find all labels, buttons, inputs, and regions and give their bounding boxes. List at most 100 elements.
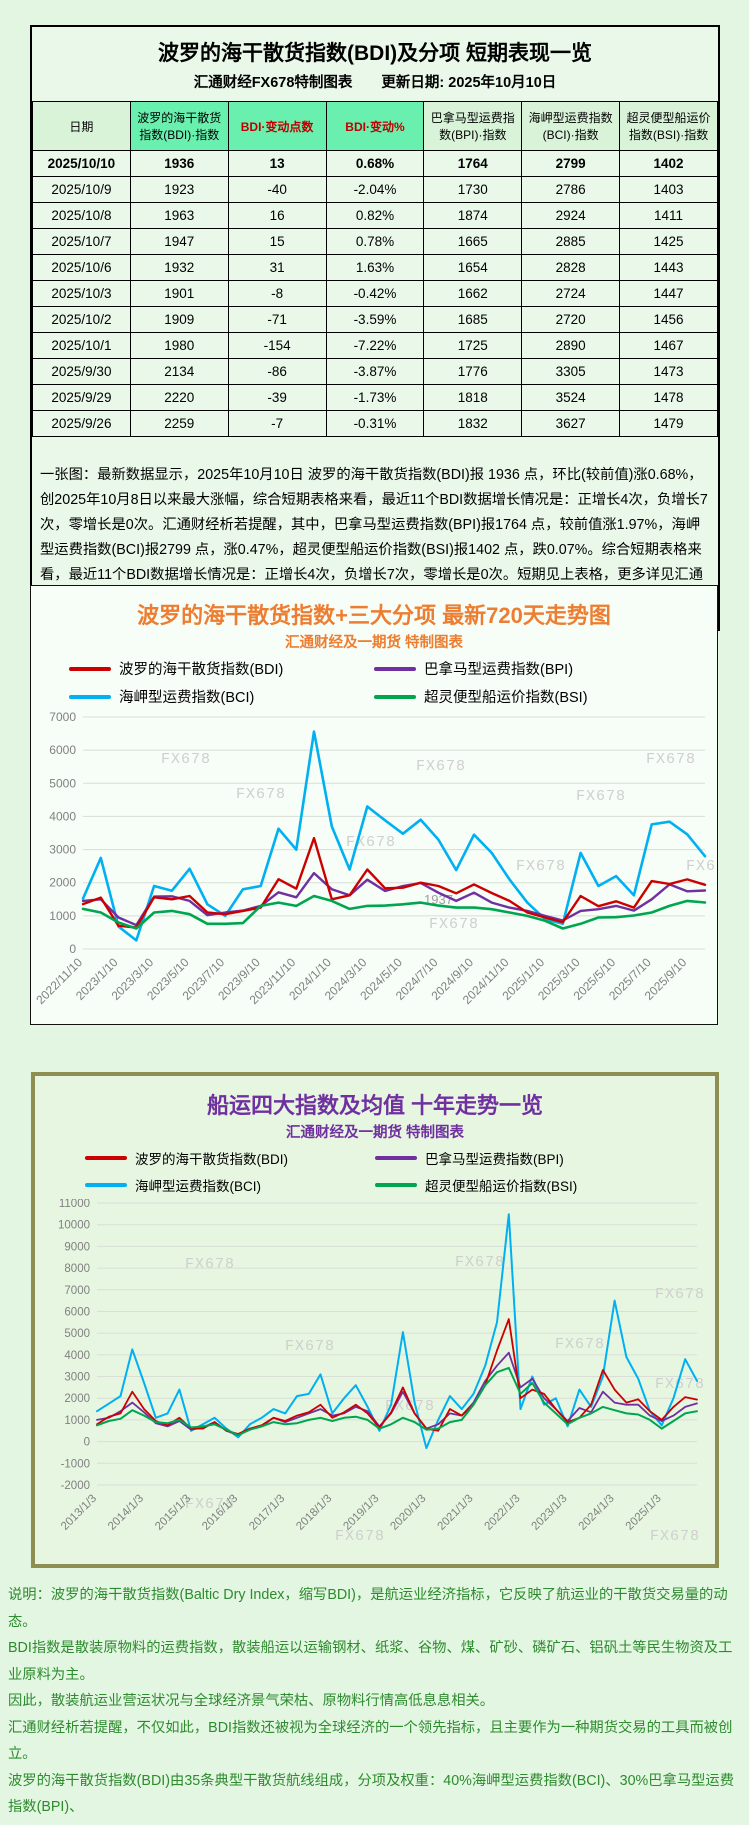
legend-item-bci: 海岬型运费指数(BCI) [85, 1175, 375, 1195]
chart1-subtitle: 汇通财经及一期货 特制图表 [284, 635, 464, 651]
footnote-line: 30%超灵便型船运价指数(BSI)，三大干散货船型运输市场。船型与货物：海岬型（… [8, 1821, 744, 1825]
footnote-line: BDI指数是散装原物料的运费指数，散装船运以运输钢材、纸浆、谷物、煤、矿砂、磷矿… [8, 1640, 733, 1683]
table-cell: 1832 [423, 410, 523, 437]
table-cell: 15 [227, 228, 327, 255]
y-tick-label: 4000 [64, 1350, 90, 1362]
table-cell: -71 [227, 306, 327, 333]
table-cell: -7.22% [325, 332, 425, 359]
footnote-line: 因此，散装航运业营运状况与全球经济景气荣枯、原物料行情高低息息相关。 [8, 1693, 495, 1709]
legend-label: 海岬型运费指数(BCI) [119, 690, 255, 706]
table-cell: 2025/10/1 [32, 332, 131, 359]
column-header-4: 巴拿马型运费指数(BPI)·指数 [423, 101, 523, 151]
legend-label: 巴拿马型运费指数(BPI) [424, 662, 574, 678]
table-cell: 3305 [521, 358, 621, 385]
y-tick-label: 0 [84, 1437, 90, 1449]
report-summary: 一张图：最新数据显示，2025年10月10日 波罗的海干散货指数(BDI)报 1… [40, 467, 708, 608]
y-tick-label: 5000 [64, 1328, 90, 1340]
table-cell: 1.63% [325, 254, 425, 281]
table-cell: 1685 [423, 306, 523, 333]
fx678-watermark: FX678 [429, 916, 480, 933]
table-cell: 2828 [521, 254, 621, 281]
table-row: 2025/9/30 2134 -86 -3.87% 1776 3305 1473 [32, 358, 718, 385]
fx678-watermark: FX678 [236, 786, 287, 803]
table-cell: 2025/9/26 [32, 410, 131, 437]
table-cell: 1776 [423, 358, 523, 385]
y-tick-label: 7000 [49, 711, 76, 724]
table-cell: 1963 [129, 202, 229, 229]
table-cell: 2025/10/7 [32, 228, 131, 255]
legend-item-bpi: 巴拿马型运费指数(BPI) [375, 1148, 665, 1168]
table-cell: 1456 [619, 306, 718, 333]
series-line-bdi [81, 836, 707, 929]
table-cell: 1936 [129, 150, 229, 177]
table-cell: 2025/10/8 [32, 202, 131, 229]
column-header-6: 超灵便型船运价指数(BSI)·指数 [619, 101, 718, 151]
footnote-line: 说明：波罗的海干散货指数(Baltic Dry Index，缩写BDI)，是航运… [8, 1587, 728, 1630]
table-cell: 3524 [521, 384, 621, 411]
table-cell: -154 [227, 332, 327, 359]
fx678-watermark: FX678 [285, 1338, 336, 1355]
fx678-watermark: FX678 [655, 1376, 706, 1393]
table-cell: 16 [227, 202, 327, 229]
table-cell: 1478 [619, 384, 718, 411]
table-cell: 2220 [129, 384, 229, 411]
legend-item-bdi: 波罗的海干散货指数(BDI) [85, 1148, 375, 1168]
y-tick-label: 8000 [64, 1263, 90, 1275]
table-cell: 1980 [129, 332, 229, 359]
bsi-line-swatch-icon [375, 1183, 417, 1187]
legend-item-bci: 海岬型运费指数(BCI) [69, 686, 374, 707]
column-header-1: 波罗的海干散货指数(BDI)·指数 [129, 101, 229, 151]
bci-line-swatch-icon [69, 694, 111, 699]
fx678-watermark: FX678 [646, 751, 697, 768]
x-tick-label: 2017/1/3 [247, 1493, 287, 1533]
table-cell: -0.42% [325, 280, 425, 307]
explanation-notes: 说明：波罗的海干散货指数(Baltic Dry Index，缩写BDI)，是航运… [8, 1582, 744, 1825]
table-cell: -0.31% [325, 410, 425, 437]
table-row: 2025/10/10 1936 13 0.68% 1764 2799 1402 [32, 150, 718, 177]
y-tick-label: 3000 [64, 1372, 90, 1384]
bci-line-swatch-icon [85, 1183, 127, 1187]
x-tick-label: 2021/1/3 [435, 1493, 475, 1533]
column-header-0: 日期 [32, 101, 131, 151]
x-tick-label: 2025/1/3 [624, 1493, 664, 1533]
bpi-line-swatch-icon [374, 666, 416, 671]
table-row: 2025/10/9 1923 -40 -2.04% 1730 2786 1403 [32, 176, 718, 203]
series-line-bsi [81, 894, 707, 930]
y-tick-label: 4000 [49, 809, 76, 823]
x-tick-label: 2015/1/3 [153, 1493, 193, 1533]
table-cell: 2924 [521, 202, 621, 229]
table-cell: 1662 [423, 280, 523, 307]
series-line-bci [81, 730, 707, 942]
table-cell: 1402 [619, 150, 718, 177]
legend-item-bsi: 超灵便型船运价指数(BSI) [374, 686, 679, 707]
bpi-line-swatch-icon [375, 1156, 417, 1160]
table-cell: 2786 [521, 176, 621, 203]
fx678-watermark: FX678 [185, 1256, 236, 1273]
fx678-watermark: FX678 [686, 858, 717, 875]
y-tick-label: 9000 [64, 1241, 90, 1253]
table-cell: -7 [227, 410, 327, 437]
chart-10year-canvas: -2000 -1000 0 1000 2000 3000 4000 5000 6000 7000 8… [58, 1199, 698, 1533]
legend-label: 波罗的海干散货指数(BDI) [135, 1152, 288, 1167]
table-cell: 2799 [521, 150, 621, 177]
table-cell: 1665 [423, 228, 523, 255]
chart2-subtitle: 汇通财经及一期货 特制图表 [285, 1125, 465, 1141]
bdi-short-term-table: 日期 波罗的海干散货指数(BDI)·指数 BDI·变动点数 BDI·变动% 巴拿马型运费… [32, 101, 718, 437]
legend-label: 超灵便型船运价指数(BSI) [425, 1179, 578, 1194]
chart-10year-panel: 船运四大指数及均值 十年走势一览 汇通财经及一期货 特制图表 波罗的海干散货指数… [31, 1072, 719, 1568]
table-cell: 2259 [129, 410, 229, 437]
table-cell: 1467 [619, 332, 718, 359]
table-header: 日期 波罗的海干散货指数(BDI)·指数 BDI·变动点数 BDI·变动% 巴拿马型运费… [32, 101, 718, 151]
column-header-2: BDI·变动点数 [227, 101, 327, 151]
table-row: 2025/10/7 1947 15 0.78% 1665 2885 1425 [32, 228, 718, 255]
report-subtitle: 汇通财经FX678特制图表 更新日期: 2025年10月10日 [193, 75, 557, 91]
fx678-watermark: FX678 [161, 751, 212, 768]
fx678-watermark: FX678 [416, 758, 467, 775]
table-cell: -1.73% [325, 384, 425, 411]
fx678-watermark: FX678 [555, 1336, 606, 1353]
y-tick-label: 11000 [59, 1199, 90, 1210]
table-cell: 3627 [521, 410, 621, 437]
table-cell: -8 [227, 280, 327, 307]
table-cell: 1923 [129, 176, 229, 203]
legend-item-bsi: 超灵便型船运价指数(BSI) [375, 1175, 665, 1195]
